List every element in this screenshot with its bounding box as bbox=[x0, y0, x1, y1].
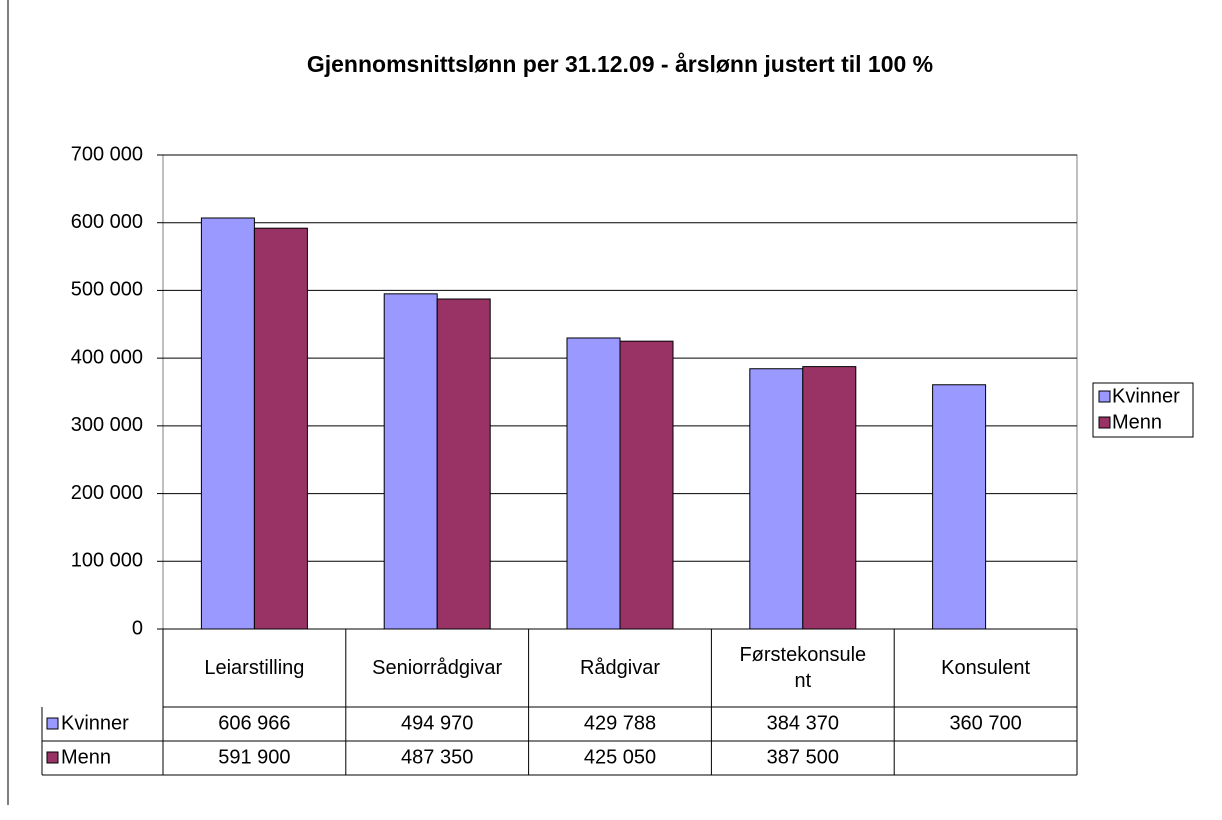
bar bbox=[566, 337, 621, 630]
table-series-name: Kvinner bbox=[61, 712, 129, 734]
bar bbox=[436, 298, 491, 630]
y-tick-label: 300 000 bbox=[71, 414, 143, 436]
table-legend-key bbox=[46, 717, 59, 730]
y-tick-label: 100 000 bbox=[71, 550, 143, 572]
legend-label: Menn bbox=[1112, 411, 1162, 433]
data-table-value: 360 700 bbox=[949, 712, 1021, 734]
bar bbox=[932, 384, 987, 630]
y-tick-label: 0 bbox=[132, 617, 143, 639]
bar bbox=[619, 340, 674, 630]
data-table-value: 429 788 bbox=[584, 712, 656, 734]
legend-key bbox=[1098, 390, 1111, 403]
chart-title: Gjennomsnittslønn per 31.12.09 - årslønn… bbox=[307, 51, 933, 77]
bar bbox=[200, 217, 255, 630]
y-tick-label: 200 000 bbox=[71, 482, 143, 504]
data-table-value: 487 350 bbox=[401, 746, 473, 768]
bar bbox=[749, 368, 804, 630]
x-tick-label: Konsulent bbox=[941, 657, 1031, 679]
data-table-value: 387 500 bbox=[767, 746, 839, 768]
data-table-value: 494 970 bbox=[401, 712, 473, 734]
table-series-name: Menn bbox=[61, 746, 111, 768]
data-table-value: 425 050 bbox=[584, 746, 656, 768]
bar bbox=[383, 293, 438, 630]
bar bbox=[802, 366, 857, 630]
table-legend-key bbox=[46, 751, 59, 764]
y-tick-label: 700 000 bbox=[71, 143, 143, 165]
y-tick-label: 500 000 bbox=[71, 279, 143, 301]
x-tick-label: Rådgivar bbox=[579, 657, 661, 679]
x-tick-label: Seniorrådgivar bbox=[372, 657, 503, 679]
data-table-value: 606 966 bbox=[218, 712, 290, 734]
legend-key bbox=[1098, 416, 1111, 429]
x-tick-label: Leiarstilling bbox=[204, 657, 305, 679]
y-tick-label: 400 000 bbox=[71, 346, 143, 368]
data-table-value: 384 370 bbox=[767, 712, 839, 734]
y-tick-label: 600 000 bbox=[71, 211, 143, 233]
x-tick-label: Førstekonsulent bbox=[739, 644, 867, 692]
bar bbox=[253, 227, 308, 630]
legend-label: Kvinner bbox=[1112, 385, 1180, 407]
data-table-value: 591 900 bbox=[218, 746, 290, 768]
